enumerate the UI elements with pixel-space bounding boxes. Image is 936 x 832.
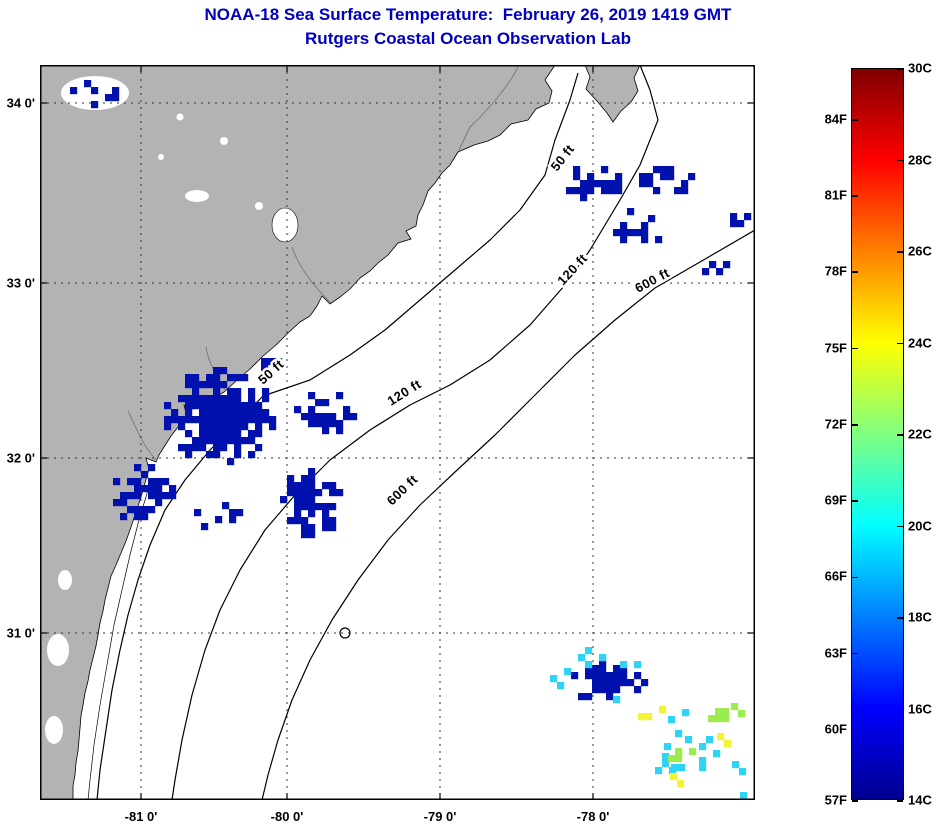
colorbar-celsius-label: 26C [908,243,932,259]
river-3 [127,410,158,462]
map-title: NOAA-18 Sea Surface Temperature: Februar… [204,5,732,24]
map-subtitle: Rutgers Coastal Ocean Observation Lab [305,29,631,48]
y-tick-label: 32 0' [6,450,35,466]
plot-border [40,65,755,800]
colorbar-celsius-label: 30C [908,60,932,76]
x-tick-label: -81 0' [124,809,158,824]
land-white-spot [176,113,184,121]
cape-fear-peninsula [584,65,641,123]
x-tick-label: -78 0' [576,809,610,824]
colorbar-tick [897,68,903,70]
colorbar-fahrenheit-label: 66F [824,568,847,584]
x-tick-label: -79 0' [423,809,457,824]
colorbar-tick [852,424,858,426]
contour-depth-label: 120 ft [554,251,590,288]
colorbar-tick [897,434,903,436]
colorbar-fahrenheit-label: 84F [824,111,847,127]
contour-ring [339,627,351,639]
contour-depth-label: 600 ft [384,472,421,509]
colorbar-fahrenheit-label: 63F [824,645,847,661]
colorbar-tick [897,251,903,253]
contour-depth-label: 50 ft [548,141,578,173]
coastal-white-patch [47,634,69,666]
coastal-white-patch [45,716,63,744]
colorbar-tick [897,159,903,162]
barrier-islands-line [87,489,149,800]
colorbar-fahrenheit-label: 78F [824,263,847,279]
land-group [40,65,641,800]
colorbar-fahrenheit-label: 75F [824,340,847,356]
colorbar-tick [852,347,858,350]
colorbar-tick [852,652,858,655]
colorbar-tick [897,342,903,345]
colorbar-tick [852,728,858,731]
colorbar-tick [852,271,858,273]
colorbar-tick [852,500,858,502]
contour-600ft [261,229,755,800]
colorbar-tick [897,708,903,711]
land-white-spot [220,137,228,145]
coastal-white-patch [58,570,72,590]
title-block: NOAA-18 Sea Surface Temperature: Februar… [0,3,936,51]
colorbar-celsius-label: 18C [908,609,932,625]
colorbar-celsius-label: 16C [908,701,932,716]
axis-tick-marks [40,65,755,800]
colorbar-tick [852,119,858,121]
colorbar-tick [897,525,903,528]
river-2 [291,246,332,304]
land-white-spot [158,154,164,160]
colorbar-tick [897,800,903,802]
x-tick-label: -80 0' [270,809,304,824]
y-tick-label: 34 0' [6,95,35,111]
inland-lake [271,207,299,243]
contour-120ft [171,65,659,800]
river-1 [458,66,519,151]
inland-lake-small [185,190,209,202]
colorbar-tick [897,617,903,619]
colorbar-celsius-label: 20C [908,518,932,533]
y-tick-label: 31 0' [6,625,35,641]
plot-frame [40,65,755,800]
contour-depth-label: 600 ft [632,265,672,296]
colorbar-celsius-label: 24C [908,335,932,350]
mainland-coast [40,65,556,800]
colorbar-fahrenheit-label: 69F [824,492,847,508]
colorbar-tick [852,576,858,579]
land-white-spot [255,202,263,210]
colorbar-fahrenheit-label: 60F [824,721,847,737]
colorbar-fahrenheit-label: 72F [824,416,847,432]
colorbar-fahrenheit-label: 57F [824,792,847,808]
y-tick-label: 33 0' [6,275,35,291]
contour-depth-label: 120 ft [385,376,424,408]
colorbar: 30C 28C 26C 24C 22C 20C 18C 16C 14C 84F 81F 78F 75F 7… [825,61,932,808]
colorbar-gradient [851,68,904,802]
colorbar-fahrenheit-label: 81F [824,187,847,203]
map-plot: 50 ft 50 ft 120 ft 120 ft 600 ft 600 ft [40,65,755,800]
colorbar-celsius-label: 28C [908,152,932,167]
colorbar-celsius-label: 14C [908,792,932,808]
colorbar-tick [852,195,858,197]
sst-pixel-data [70,80,752,800]
colorbar-celsius-label: 22C [908,426,932,442]
colorbar-tick [852,800,858,802]
grid-lines [40,65,755,800]
